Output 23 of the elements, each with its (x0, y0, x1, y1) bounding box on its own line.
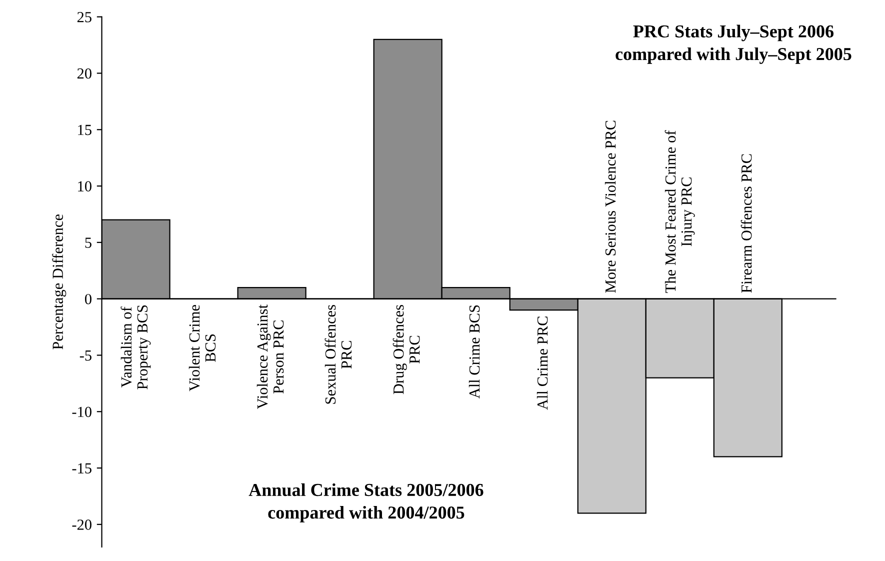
y-tick-label: 25 (77, 12, 92, 22)
x-tick-label: Vandalism of Property BCS (120, 305, 151, 390)
x-tick-label: The Most Feared Crime of Injury PRC (664, 130, 695, 293)
y-axis-title: Percentage Difference (52, 214, 66, 350)
x-tick-label: Drug Offences PRC (392, 305, 420, 394)
y-tick-label: 5 (85, 238, 92, 248)
y-tick-label: -20 (72, 520, 92, 530)
y-tick-label: -10 (72, 406, 92, 418)
x-tick-label: Firearm Offences PRC (740, 154, 752, 293)
y-tick-label: 0 (84, 294, 92, 304)
y-tick-label: 15 (78, 124, 92, 136)
x-tick-label: Violent Crime BCS (188, 304, 216, 392)
y-tick-label: -15 (72, 463, 92, 474)
x-tick-label: All Crime BCS (468, 305, 480, 399)
y-tick-label: 10 (78, 181, 92, 192)
annotation: Annual Crime Stats 2005/2006 compared with 2004/2005 (248, 483, 484, 522)
x-tick-label: All Crime PRC (536, 316, 548, 410)
x-tick-label: More Serious Violence PRC (604, 120, 616, 293)
y-tick-label: 20 (77, 68, 92, 79)
y-tick-label: -5 (80, 350, 92, 361)
annotation: PRC Stats July–Sept 2006 compared with July–Sept 2005 (616, 24, 852, 64)
x-tick-label: Violence Against Person PRC (256, 304, 284, 410)
x-tick-label: Sexual Offences PRC (324, 305, 352, 404)
